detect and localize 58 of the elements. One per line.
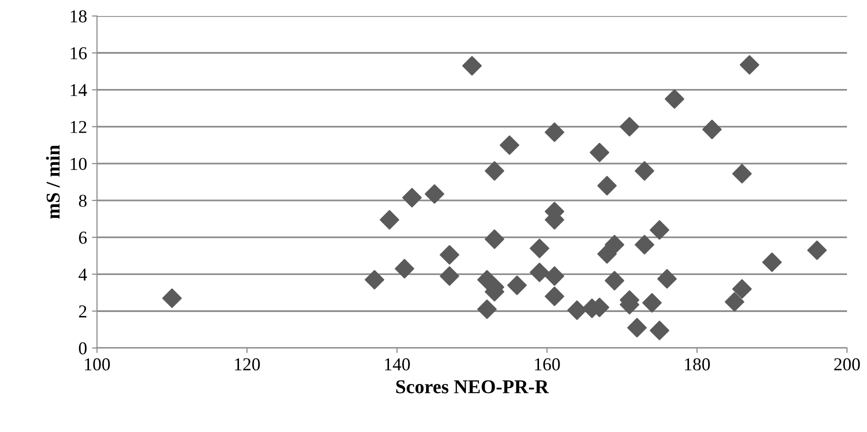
- point: [484, 229, 504, 249]
- point: [642, 293, 662, 313]
- point: [597, 176, 617, 196]
- y-tick-label: 6: [79, 232, 87, 244]
- y-tick-label: 14: [70, 84, 87, 96]
- point: [380, 210, 400, 230]
- point: [664, 89, 684, 109]
- point: [590, 142, 610, 162]
- point: [544, 286, 564, 306]
- x-axis-title: Scores NEO-PR-R: [396, 380, 549, 394]
- point: [702, 120, 722, 140]
- point: [500, 135, 520, 155]
- point: [650, 320, 670, 340]
- point: [162, 288, 182, 308]
- x-tick-label: 180: [685, 358, 710, 370]
- point: [650, 220, 670, 240]
- x-tick-label: 140: [385, 358, 410, 370]
- point: [477, 300, 497, 320]
- y-tick-label: 4: [78, 268, 87, 280]
- y-tick-label: 18: [70, 10, 87, 22]
- point: [620, 116, 640, 136]
- point: [530, 238, 550, 258]
- point: [604, 270, 624, 290]
- point: [394, 258, 414, 278]
- point: [424, 184, 444, 204]
- point: [402, 188, 422, 208]
- point: [507, 276, 527, 296]
- x-tick-label: 160: [535, 358, 560, 370]
- point: [732, 279, 752, 299]
- point: [440, 245, 460, 265]
- point: [657, 269, 677, 289]
- point: [567, 300, 587, 320]
- y-tick-label: 12: [70, 120, 86, 133]
- y-tick-label: 8: [78, 194, 87, 207]
- point: [807, 240, 827, 260]
- y-axis-title: mS / min: [46, 145, 60, 219]
- point: [627, 318, 647, 338]
- x-tick-label: 120: [235, 358, 260, 370]
- x-tick-label: 200: [834, 358, 860, 370]
- point: [530, 262, 550, 282]
- point: [732, 164, 752, 184]
- point: [364, 270, 384, 290]
- point: [762, 252, 782, 272]
- point: [634, 234, 654, 254]
- y-tick-label: 0: [78, 342, 87, 354]
- point: [484, 161, 504, 181]
- point: [724, 292, 744, 312]
- y-tick-label: 16: [70, 47, 87, 60]
- point: [634, 161, 654, 181]
- point: [544, 266, 564, 286]
- point: [740, 55, 760, 75]
- y-tick-label: 2: [79, 305, 86, 318]
- x-tick-label: 100: [85, 358, 110, 370]
- point: [604, 234, 624, 254]
- y-tick-label: 10: [70, 158, 87, 170]
- point: [440, 266, 460, 286]
- point: [544, 122, 564, 142]
- point: [462, 56, 482, 76]
